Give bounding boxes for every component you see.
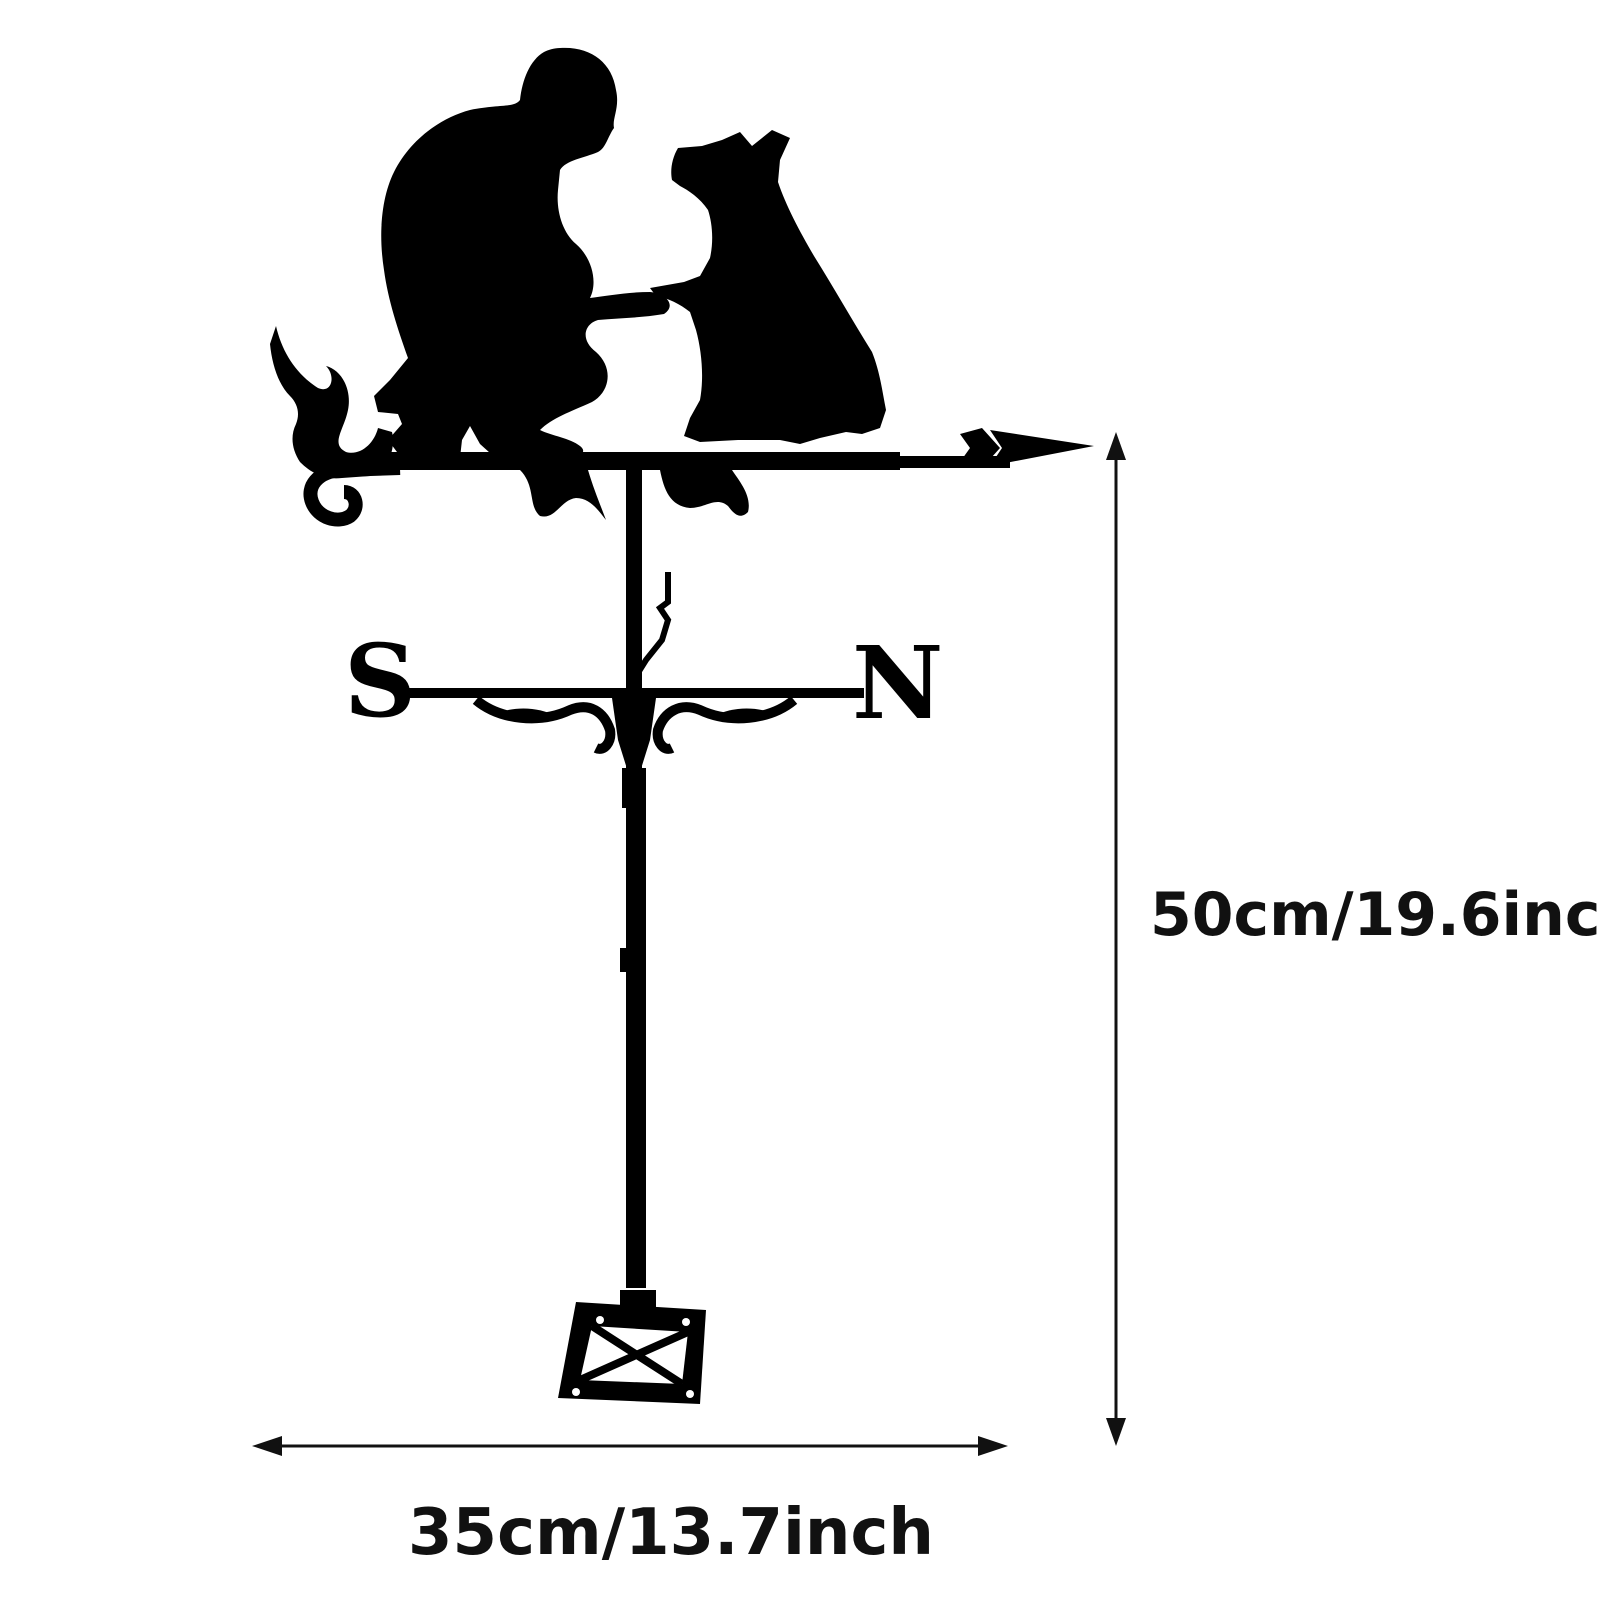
vane-arrowhead [990, 430, 1094, 466]
compass-leaf-right [714, 708, 770, 722]
compass-scroll-right [652, 696, 798, 754]
base-bolt-1 [596, 1316, 604, 1324]
dog-silhouette [650, 130, 886, 444]
compass-bar [396, 688, 864, 698]
width-dimension-line [252, 1436, 1008, 1456]
man-silhouette [374, 47, 670, 463]
compass-scroll-left [472, 696, 616, 754]
base-bolt-2 [682, 1318, 690, 1326]
height-dimension-line [1106, 432, 1126, 1446]
compass-letter-n: N [852, 624, 943, 742]
height-arrow-top-icon [1106, 432, 1126, 460]
pole-bracket [633, 572, 672, 678]
vane-arrow-shaft [330, 456, 1010, 468]
vane-ornament-left [520, 470, 606, 520]
height-arrow-bottom-icon [1106, 1418, 1126, 1446]
compass-letter-s: S [344, 622, 416, 740]
base-plate-cross [578, 1322, 690, 1388]
compass-leaf-left [500, 708, 556, 722]
vane-tail-decoration [270, 326, 394, 479]
vane-arrow-collar [960, 428, 1000, 468]
vane-left-scroll [303, 461, 401, 527]
pole-assembly [558, 470, 706, 1404]
base-bolt-3 [572, 1388, 580, 1396]
vane-ornament-right [660, 470, 749, 516]
compass-center-ornament [612, 698, 656, 772]
pole-joint [620, 948, 632, 972]
base-bolt-4 [686, 1390, 694, 1398]
man-and-dog-silhouette [270, 47, 1094, 527]
width-dimension-label: 35cm/13.7inch [408, 1496, 934, 1570]
lower-pole [626, 808, 646, 1288]
width-arrow-right-icon [978, 1436, 1008, 1456]
pole-collar [622, 768, 646, 808]
width-arrow-left-icon [252, 1436, 282, 1456]
height-dimension-label: 50cm/19.6inch [1150, 880, 1600, 950]
compass-arm: S N [344, 622, 943, 772]
